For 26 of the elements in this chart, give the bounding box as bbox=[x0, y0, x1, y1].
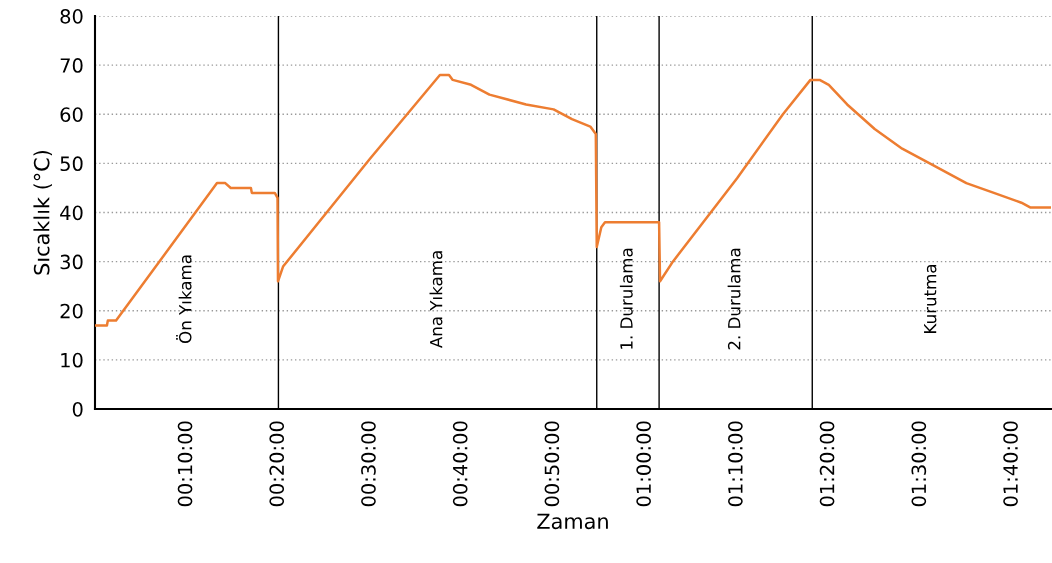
x-tick-label: 01:40:00 bbox=[1003, 421, 1018, 507]
x-tick-label: 00:20:00 bbox=[269, 421, 285, 507]
x-tick-label: 01:10:00 bbox=[728, 421, 743, 507]
y-tick-label: 30 bbox=[60, 254, 83, 270]
annotation: 2. Durulama bbox=[727, 248, 741, 350]
x-tick-label: 00:30:00 bbox=[361, 421, 376, 507]
y-tick-label: 10 bbox=[61, 352, 83, 368]
x-tick-label: 01:30:00 bbox=[911, 421, 927, 507]
x-tick-label: 00:50:00 bbox=[544, 421, 560, 507]
y-tick-label: 20 bbox=[60, 303, 83, 319]
x-axis-title: Zaman bbox=[537, 513, 608, 530]
y-tick-label: 70 bbox=[60, 58, 83, 73]
x-tick-label: 01:20:00 bbox=[819, 421, 835, 507]
annotation: Kurutma bbox=[924, 264, 937, 333]
y-tick-label: 40 bbox=[60, 205, 83, 221]
y-tick-label: 0 bbox=[72, 401, 83, 417]
x-tick-label: 01:00:00 bbox=[636, 421, 651, 507]
annotation: Ön Yıkama bbox=[176, 255, 192, 343]
x-tick-label: 00:10:00 bbox=[177, 421, 193, 507]
annotation: 1. Durulama bbox=[619, 248, 633, 349]
y-tick-label: 50 bbox=[60, 156, 83, 172]
y-tick-label: 60 bbox=[60, 107, 83, 122]
annotation: Ana Yıkama bbox=[429, 251, 443, 349]
y-tick-label: 80 bbox=[60, 9, 83, 24]
y-axis-title: Sıcaklık (°C) bbox=[33, 150, 52, 275]
x-tick-label: 00:40:00 bbox=[452, 421, 468, 507]
